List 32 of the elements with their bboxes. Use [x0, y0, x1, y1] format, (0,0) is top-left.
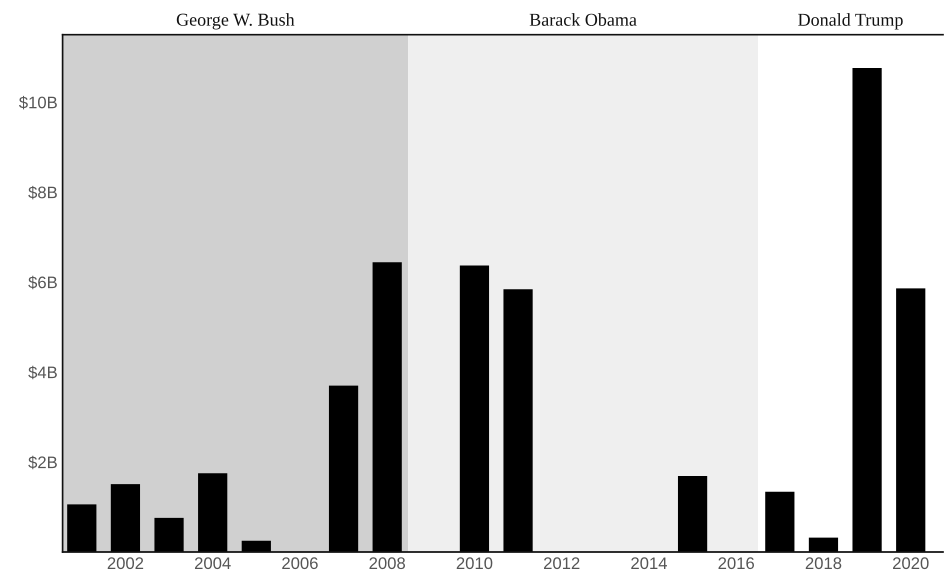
bar	[765, 492, 794, 552]
bar	[198, 473, 228, 552]
band-label: George W. Bush	[176, 13, 294, 30]
y-tick-label: $6B	[28, 276, 57, 290]
x-tick-label: 2020	[893, 557, 929, 570]
y-tick-label: $10B	[18, 96, 57, 110]
x-tick-label: 2002	[108, 557, 144, 570]
y-tick-label: $2B	[28, 456, 57, 470]
bar	[154, 518, 184, 552]
x-tick-label: 2008	[369, 557, 406, 570]
bar	[896, 288, 926, 552]
band-label: Barack Obama	[530, 13, 637, 26]
x-tick-label: 2010	[456, 557, 492, 570]
bar	[110, 484, 140, 552]
bar	[503, 289, 533, 552]
x-tick-label: 2006	[282, 557, 318, 570]
x-tick-label: 2016	[718, 557, 754, 570]
text: Donald Trump	[798, 13, 903, 30]
bar	[808, 538, 838, 552]
bar	[67, 504, 96, 552]
x-tick-label: 2018	[806, 557, 842, 570]
bar	[372, 262, 402, 552]
bar	[328, 386, 358, 552]
y-tick-label: $4B	[28, 366, 57, 380]
x-tick-label: 2004	[194, 557, 231, 570]
x-tick-label: 2012	[544, 557, 580, 570]
bar	[242, 540, 271, 552]
bar	[852, 68, 882, 552]
bar	[460, 265, 490, 552]
bar	[678, 476, 708, 552]
y-tick-label: $8B	[28, 186, 57, 200]
x-tick-label: 2014	[631, 557, 668, 570]
